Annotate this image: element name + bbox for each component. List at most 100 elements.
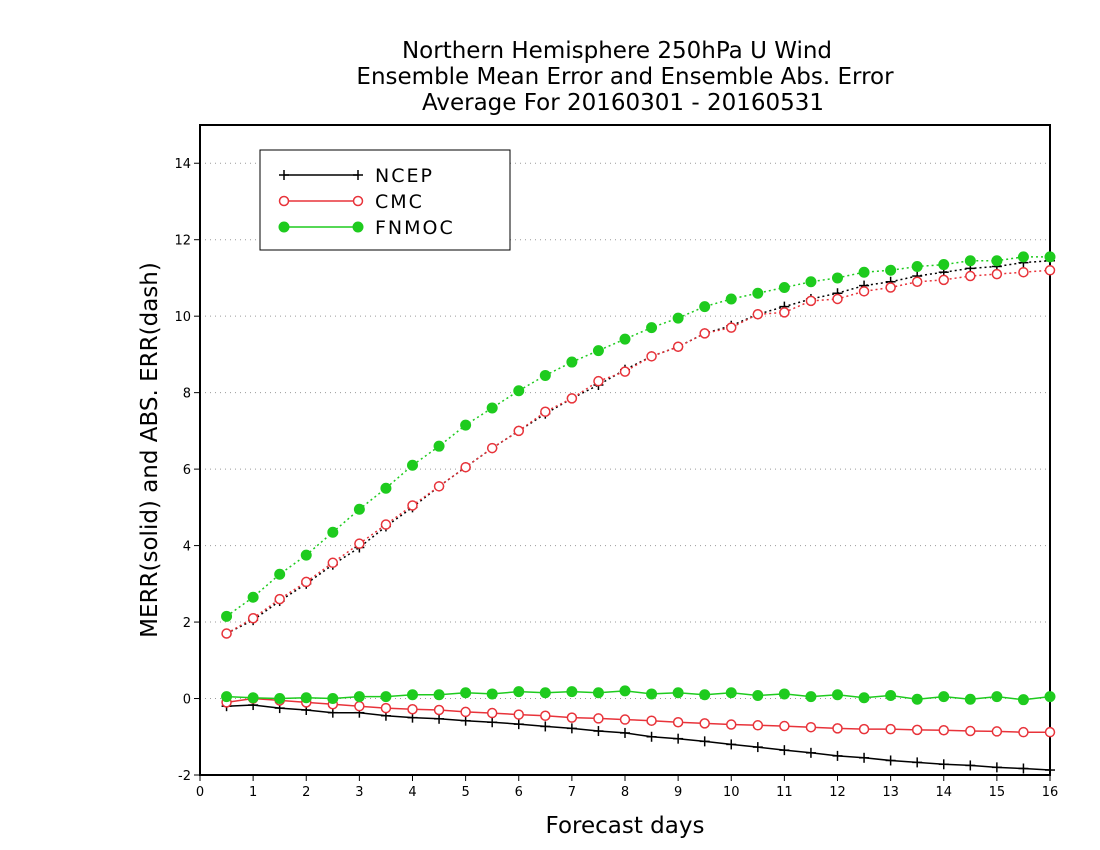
- y-tick-label: 12: [174, 234, 191, 249]
- legend-box: [259, 149, 511, 251]
- x-tick-label: 6: [515, 785, 523, 800]
- marker-open-circle: [752, 309, 764, 320]
- marker-open-circle: [274, 593, 285, 605]
- marker-plus: [912, 757, 923, 768]
- x-tick-label: 8: [621, 785, 629, 800]
- marker-open-circle: [380, 702, 392, 714]
- marker-plus: [620, 727, 630, 738]
- x-tick-label: 5: [461, 785, 469, 800]
- marker-filled-circle: [566, 686, 578, 698]
- marker-filled-circle: [964, 693, 976, 705]
- marker-open-circle: [858, 723, 870, 735]
- marker-filled-circle: [539, 369, 551, 381]
- marker-open-circle: [885, 723, 896, 735]
- marker-filled-circle: [539, 687, 551, 699]
- x-tick-label: 3: [355, 785, 363, 800]
- marker-open-circle: [433, 704, 445, 716]
- legend-label-fnmoc: FNMOC: [375, 217, 455, 239]
- abs-err-line-fnmoc: [226, 256, 1050, 617]
- marker-open-circle: [278, 195, 290, 207]
- legend-items: NCEP CMC FNMOC: [278, 165, 455, 239]
- marker-plus: [805, 747, 816, 758]
- legend-item-cmc: CMC: [278, 191, 422, 213]
- marker-open-circle: [699, 328, 710, 339]
- marker-filled-circle: [221, 610, 233, 622]
- marker-filled-circle: [407, 459, 418, 471]
- marker-filled-circle: [460, 687, 472, 699]
- marker-filled-circle: [1044, 251, 1056, 263]
- y-axis-label: MERR(solid) and ABS. ERR(dash): [137, 262, 163, 638]
- marker-open-circle: [1018, 266, 1029, 278]
- marker-filled-circle: [513, 686, 525, 698]
- marker-open-circle: [593, 375, 604, 387]
- marker-filled-circle: [247, 591, 259, 603]
- marker-open-circle: [486, 707, 498, 719]
- marker-plus: [938, 759, 949, 770]
- marker-open-circle: [938, 725, 949, 736]
- marker-open-circle: [460, 706, 471, 718]
- marker-plus: [859, 752, 870, 763]
- marker-plus: [540, 721, 551, 732]
- marker-filled-circle: [619, 333, 631, 345]
- marker-filled-circle: [805, 691, 817, 703]
- marker-plus: [434, 713, 445, 724]
- marker-open-circle: [566, 712, 578, 723]
- marker-open-circle: [965, 725, 976, 737]
- marker-filled-circle: [964, 255, 976, 267]
- x-tick-label: 11: [776, 785, 793, 800]
- marker-filled-circle: [592, 345, 604, 357]
- marker-filled-circle: [832, 689, 843, 701]
- marker-filled-circle: [433, 440, 445, 452]
- marker-open-circle: [779, 720, 790, 732]
- marker-open-circle: [619, 714, 631, 725]
- marker-open-circle: [301, 576, 312, 588]
- marker-filled-circle: [274, 568, 286, 580]
- marker-filled-circle: [699, 301, 711, 313]
- marker-filled-circle: [911, 260, 923, 272]
- marker-open-circle: [726, 719, 737, 730]
- marker-open-circle: [540, 710, 551, 721]
- marker-filled-circle: [380, 482, 392, 494]
- marker-open-circle: [247, 612, 259, 624]
- marker-plus: [646, 731, 657, 742]
- marker-plus: [566, 723, 577, 734]
- marker-open-circle: [832, 723, 843, 734]
- marker-plus: [1018, 763, 1029, 774]
- marker-filled-circle: [699, 689, 711, 701]
- marker-plus: [832, 750, 843, 761]
- marker-open-circle: [354, 700, 365, 712]
- marker-filled-circle: [911, 693, 923, 705]
- marker-open-circle: [646, 715, 657, 726]
- marker-filled-circle: [247, 692, 259, 704]
- marker-filled-circle: [885, 264, 897, 276]
- marker-filled-circle: [221, 691, 233, 703]
- marker-filled-circle: [460, 419, 472, 431]
- marker-open-circle: [540, 406, 551, 418]
- y-tick-label: 6: [183, 463, 191, 478]
- marker-open-circle: [1044, 726, 1056, 738]
- marker-open-circle: [593, 713, 604, 724]
- abs-err-line-cmc: [226, 269, 1051, 635]
- marker-open-circle: [354, 538, 365, 549]
- marker-plus: [726, 739, 737, 750]
- marker-open-circle: [672, 716, 684, 728]
- marker-filled-circle: [433, 689, 445, 701]
- marker-open-circle: [699, 718, 710, 729]
- marker-filled-circle: [725, 687, 737, 699]
- x-tick-label: 12: [829, 785, 846, 800]
- marker-open-circle: [805, 721, 817, 733]
- marker-open-circle: [407, 703, 418, 715]
- chart-title-line-1: Northern Hemisphere 250hPa U Wind: [402, 38, 832, 64]
- marker-open-circle: [858, 286, 870, 297]
- marker-open-circle: [726, 322, 737, 333]
- marker-filled-circle: [1017, 251, 1029, 263]
- marker-open-circle: [513, 709, 524, 720]
- marker-filled-circle: [938, 691, 950, 703]
- marker-filled-circle: [752, 689, 764, 701]
- marker-filled-circle: [672, 312, 684, 324]
- x-tick-label: 16: [1042, 785, 1059, 800]
- series-fnmoc: [221, 251, 1056, 706]
- marker-filled-circle: [380, 691, 392, 703]
